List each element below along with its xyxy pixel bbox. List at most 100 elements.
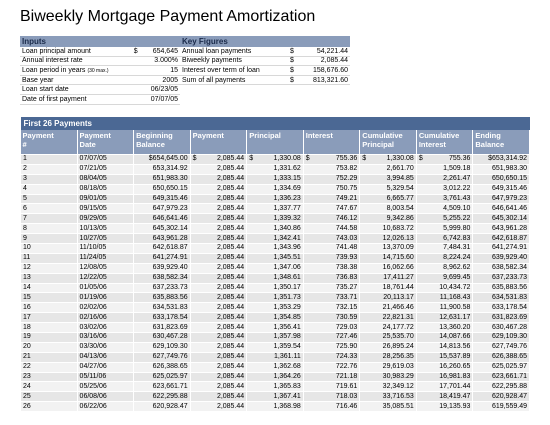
currency: $: [288, 75, 299, 86]
cell: 651,983.30: [472, 163, 530, 175]
cell: 1,364.26: [246, 371, 304, 383]
cell: 744.58: [302, 223, 361, 235]
cell: 635,883.56: [472, 282, 530, 294]
cell: 01/19/06: [76, 292, 135, 304]
cell: 719.61: [302, 381, 361, 393]
cell: 4: [20, 183, 78, 195]
cell: 03/16/06: [76, 332, 135, 343]
cell: 2,085.44: [189, 193, 248, 205]
cell: 641,274.91: [472, 243, 530, 254]
cell: 3,994.85: [359, 173, 417, 185]
cell: 619,559.49: [472, 401, 530, 413]
cell: 14,813.56: [415, 341, 474, 353]
cell: 2,085.44: [189, 292, 248, 304]
data-row: 14 01/05/06 637,233.73 2,085.44 1,350.17 735.…: [20, 282, 530, 294]
cell: 12,631.17: [415, 312, 474, 324]
cell: 10/13/05: [76, 223, 135, 235]
column-header-line: Cumulative: [418, 131, 460, 140]
cell: 1,362.68: [246, 361, 304, 373]
cell: 03/02/06: [76, 322, 135, 334]
cell: 643,961.28: [472, 223, 530, 235]
cell: 653,314.92: [133, 163, 191, 175]
amount: 1,330.08: [386, 155, 414, 163]
data-row: 11 11/24/05 641,274.91 2,085.44 1,345.51 739.…: [20, 252, 530, 264]
data-row: 1 07/07/05 $654,645.00 $2,085.44 $1,330.08 $7…: [20, 154, 530, 165]
column-header-line: Principal: [249, 131, 281, 140]
row: Interest over term of loan $158,676.60: [180, 65, 350, 76]
cell: 16,981.83: [415, 371, 474, 383]
cell: 11: [20, 252, 78, 264]
column-header-row: Payment # Payment Date Beginning Balance Payme…: [20, 130, 530, 155]
column-header: Cumulative Principal: [359, 130, 417, 155]
cell: 733.71: [302, 292, 361, 304]
cell: 29,619.03: [359, 361, 417, 373]
data-row: 6 09/15/05 647,979.23 2,085.44 1,337.77 747.6…: [20, 203, 530, 215]
row: Date of first payment 07/07/05: [20, 94, 180, 105]
data-row: 16 02/02/06 634,531.83 2,085.44 1,353.29 732.…: [20, 302, 530, 314]
cell: 1,337.77: [246, 203, 304, 215]
cell: 634,531.83: [133, 302, 191, 314]
cell: 8,003.54: [359, 203, 417, 215]
cell: 11/24/05: [76, 252, 135, 264]
cell: 14,715.60: [359, 252, 417, 264]
data-row: 19 03/16/06 630,467.28 2,085.44 1,357.98 727.…: [20, 332, 530, 343]
cell: 22: [20, 361, 78, 373]
cell: 1,343.96: [246, 243, 304, 254]
label: Interest over term of loan: [180, 65, 289, 76]
title-row: First 26 Payments: [20, 117, 530, 130]
cell: 749.21: [302, 193, 361, 205]
cell: 2,085.44: [189, 361, 248, 373]
cell: 26,895.24: [359, 341, 417, 353]
cell: 2,261.47: [415, 173, 474, 185]
data-row: 22 04/27/06 626,388.65 2,085.44 1,362.68 722.…: [20, 361, 530, 373]
cell: 13,360.20: [415, 322, 474, 334]
column-header: Principal: [246, 130, 304, 155]
cell: 9: [20, 233, 78, 245]
currency: $: [305, 155, 310, 163]
amount: 755.36: [335, 155, 358, 163]
column-header: Payment: [190, 130, 248, 155]
cell: 2,085.44: [189, 282, 248, 294]
cell: 6,742.83: [415, 233, 474, 245]
cell: 18: [20, 322, 78, 334]
column-header-line: Principal: [362, 140, 394, 149]
cell: 730.59: [302, 312, 361, 324]
cell: 05/11/06: [76, 371, 135, 383]
cell: 14: [20, 282, 78, 294]
cell: 651,983.30: [133, 173, 191, 185]
cell: 17,411.27: [359, 272, 417, 284]
table-title: First 26 Payments: [20, 117, 530, 130]
cell: 746.12: [302, 213, 361, 225]
cell: 6,665.77: [359, 193, 417, 205]
cell: 10/27/05: [76, 233, 135, 245]
cell: 8: [20, 223, 78, 235]
cell: 633,178.54: [133, 312, 191, 324]
cell: 2,085.44: [189, 351, 248, 363]
data-row: 2 07/21/05 653,314.92 2,085.44 1,331.62 753.8…: [20, 163, 530, 175]
data-row: 17 02/16/06 633,178.54 2,085.44 1,354.85 730.…: [20, 312, 530, 324]
cell: 8,224.24: [415, 252, 474, 264]
cell: 1,336.23: [246, 193, 304, 205]
cell: 2,085.44: [189, 312, 248, 324]
cell: 647,979.23: [133, 203, 191, 215]
data-row: 20 03/30/06 629,109.30 2,085.44 1,359.54 725.…: [20, 341, 530, 353]
currency: $: [288, 47, 299, 57]
data-row: 9 10/27/05 643,961.28 2,085.44 1,342.41 743.0…: [20, 233, 530, 245]
cell: 06/08/06: [76, 391, 135, 403]
cell: 22,821.31: [359, 312, 417, 324]
cell: 2,085.44: [189, 183, 248, 195]
cell: 1,368.98: [246, 401, 304, 413]
cell: 643,961.28: [133, 233, 191, 245]
cell: 642,618.87: [472, 233, 530, 245]
cell: 12/08/05: [76, 262, 135, 274]
cell: 25: [20, 391, 78, 403]
cell: 1,334.69: [246, 183, 304, 195]
cell: 622,295.88: [133, 391, 191, 403]
column-header: Payment #: [20, 130, 78, 155]
cell: 738.38: [302, 262, 361, 274]
cell: 635,883.56: [133, 292, 191, 304]
cell: 9,699.45: [415, 272, 474, 284]
cell: 11,168.43: [415, 292, 474, 304]
cell: 1,350.17: [246, 282, 304, 294]
cell: 02/16/06: [76, 312, 135, 324]
